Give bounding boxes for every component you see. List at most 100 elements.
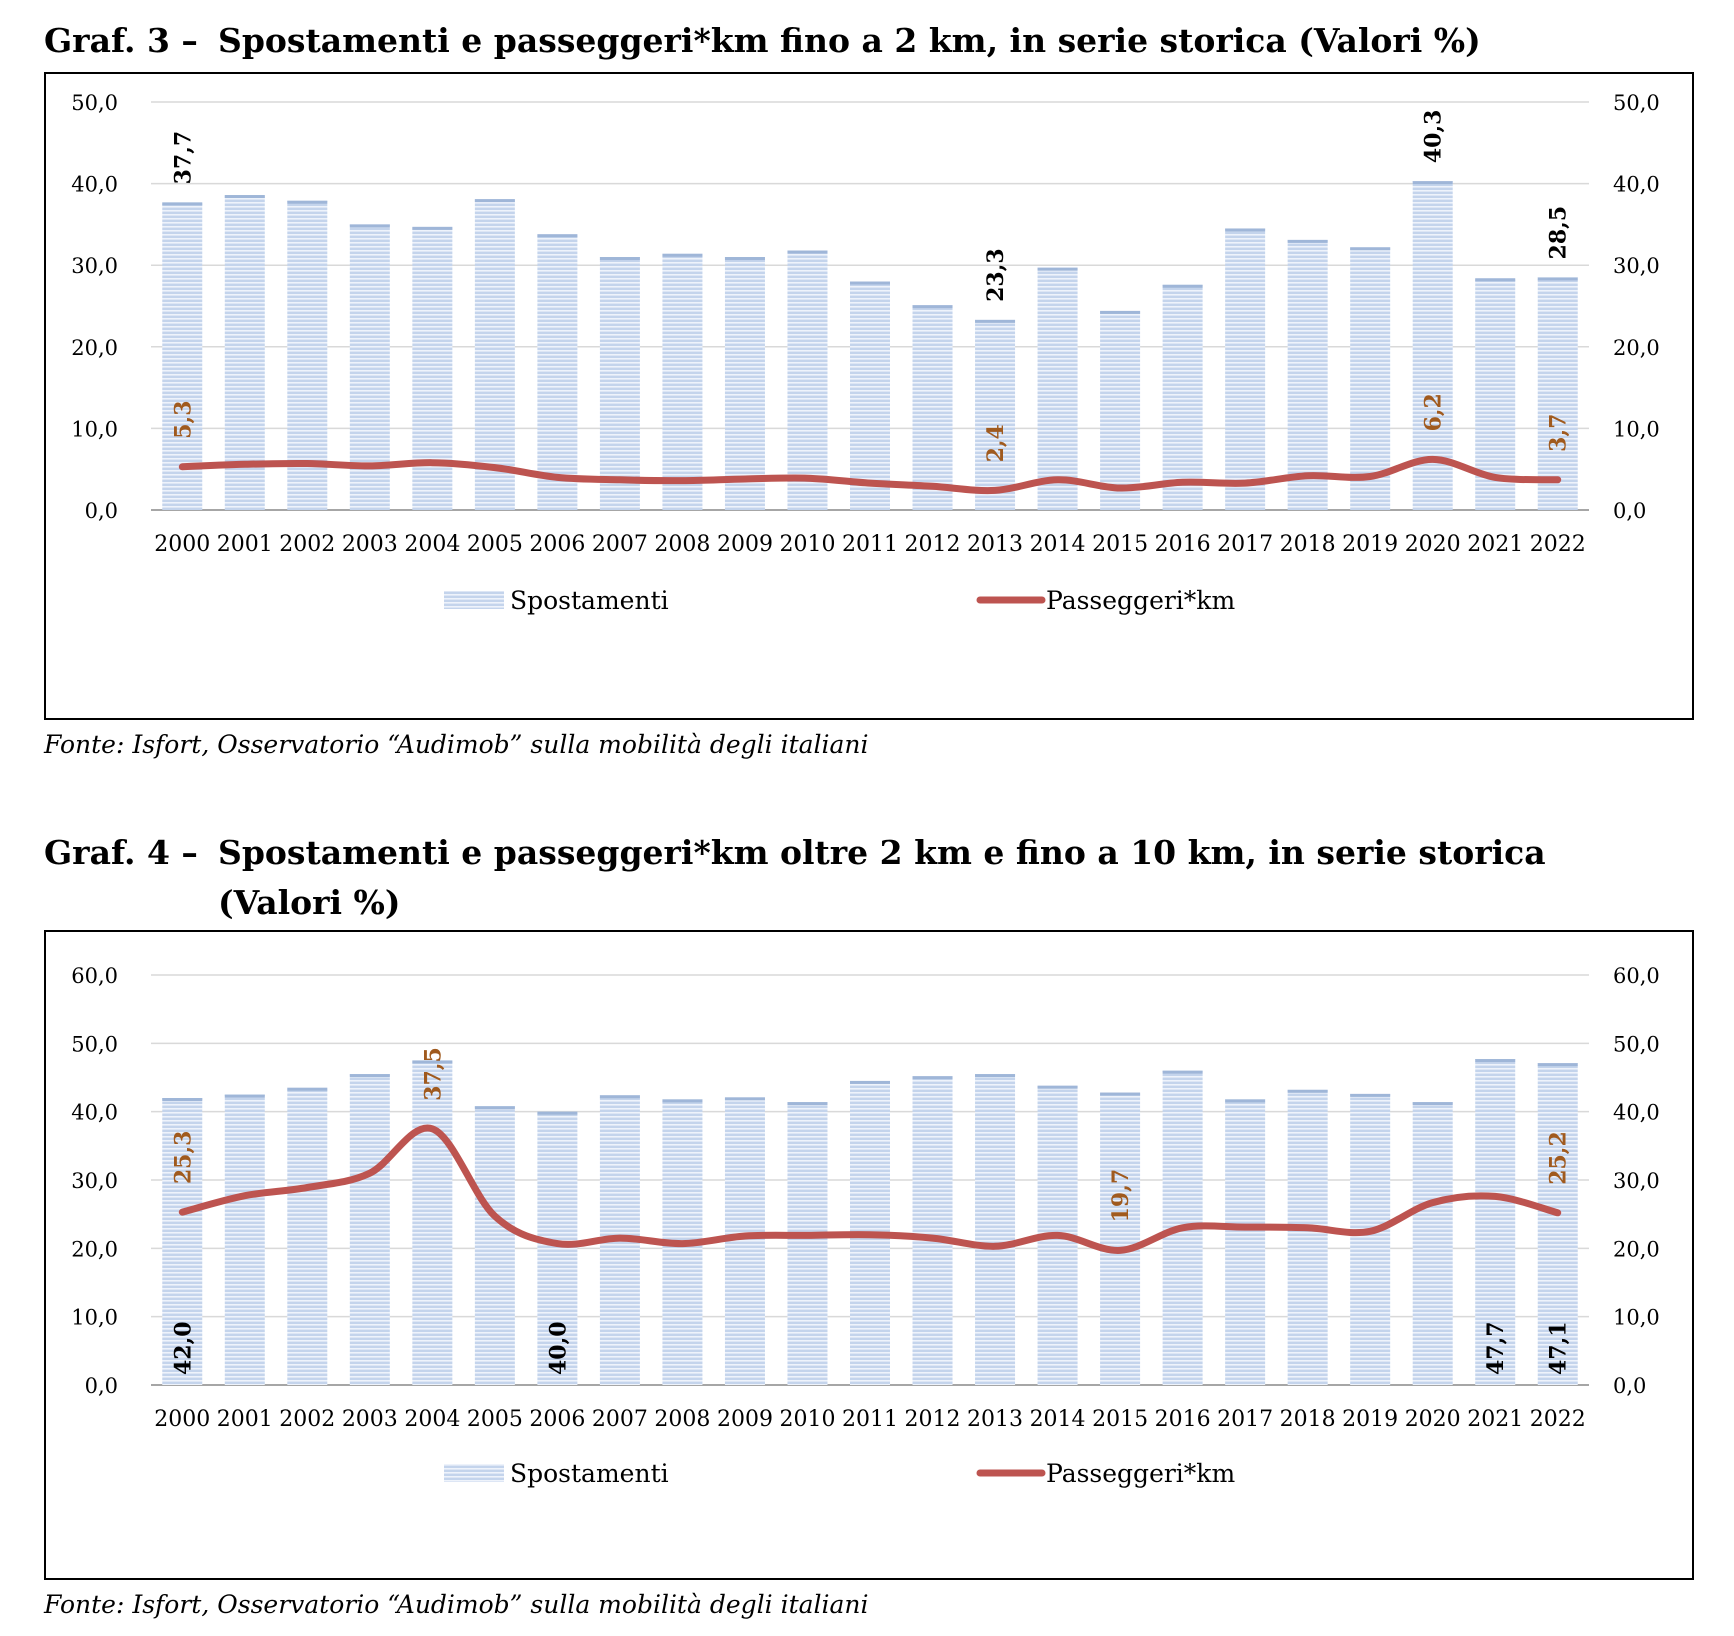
chart-frame-graf4: 0,0 0,0 10,0 10,0 20,0 20,0 30,0 30,0 40,0 40,0 50… — [44, 930, 1694, 1580]
line-data-label: 5,3 — [170, 400, 196, 438]
y-tick-label-right: 20,0 — [1613, 336, 1660, 360]
bar-top — [1412, 1102, 1453, 1106]
y-tick-label-left: 30,0 — [71, 254, 118, 278]
bar-top — [349, 224, 390, 228]
y-tick-label-left: 20,0 — [71, 336, 118, 360]
bar-top — [912, 1076, 953, 1080]
bar — [787, 1102, 828, 1385]
bar — [162, 1098, 203, 1385]
x-tick-label: 2011 — [842, 1407, 898, 1432]
x-tick-label: 2021 — [1467, 532, 1523, 557]
y-tick-label-right: 20,0 — [1613, 1237, 1660, 1261]
legend-label-spostamenti: Spostamenti — [510, 1459, 669, 1488]
bar — [1162, 284, 1203, 510]
bar-top — [1412, 181, 1453, 185]
x-tick-label: 2004 — [404, 532, 460, 557]
bar-top — [1287, 1089, 1328, 1093]
bar — [1100, 1092, 1141, 1385]
bar-top — [1162, 1070, 1203, 1074]
y-tick-label-right: 30,0 — [1613, 254, 1660, 278]
x-tick-label: 2018 — [1280, 532, 1336, 557]
line-data-label: 19,7 — [1108, 1169, 1134, 1223]
bar-top — [412, 1060, 453, 1064]
bar-data-label: 42,0 — [170, 1321, 196, 1375]
x-tick-label: 2017 — [1217, 1407, 1273, 1432]
y-tick-label-right: 50,0 — [1613, 1032, 1660, 1056]
bar — [287, 200, 328, 510]
x-tick-label: 2017 — [1217, 532, 1273, 557]
y-tick-label-left: 10,0 — [71, 417, 118, 441]
chart-title-text: Spostamenti e passeggeri*km fino a 2 km,… — [218, 21, 1481, 60]
bar — [662, 253, 703, 510]
legend-label-spostamenti: Spostamenti — [510, 586, 669, 615]
bar — [1225, 228, 1266, 511]
bar-top — [412, 226, 453, 230]
bar-top — [224, 1094, 265, 1098]
x-tick-label: 2008 — [654, 532, 710, 557]
bar — [1475, 1059, 1516, 1385]
bar — [975, 1074, 1016, 1385]
y-tick-label-left: 40,0 — [71, 173, 118, 197]
chart-frame-graf3: 0,0 0,0 10,0 10,0 20,0 20,0 30,0 30,0 40,0 40,0 50… — [44, 72, 1694, 720]
bar-data-label: 47,1 — [1546, 1321, 1572, 1375]
bar — [1225, 1099, 1266, 1385]
x-tick-label: 2011 — [842, 532, 898, 557]
x-tick-label: 2003 — [342, 532, 398, 557]
bar-data-label: 40,0 — [545, 1321, 571, 1375]
x-tick-label: 2022 — [1530, 1407, 1586, 1432]
x-tick-label: 2021 — [1467, 1407, 1523, 1432]
bar — [1412, 1102, 1453, 1385]
bar — [1412, 181, 1453, 510]
y-tick-label-right: 40,0 — [1613, 173, 1660, 197]
bar — [1537, 277, 1578, 510]
x-tick-label: 2015 — [1092, 1407, 1148, 1432]
bar-top — [537, 234, 578, 238]
y-tick-label-left: 0,0 — [85, 499, 118, 523]
bar — [162, 202, 203, 511]
bar — [724, 1097, 765, 1385]
y-tick-label-right: 30,0 — [1613, 1169, 1660, 1193]
bar — [1037, 267, 1078, 510]
bar-top — [1225, 228, 1266, 232]
x-tick-label: 2009 — [717, 532, 773, 557]
x-tick-label: 2013 — [967, 1407, 1023, 1432]
legend: Spostamenti Passeggeri*km — [444, 1459, 1235, 1488]
x-tick-label: 2003 — [342, 1407, 398, 1432]
bar-top — [912, 305, 953, 309]
bar-top — [724, 257, 765, 261]
bar — [724, 257, 765, 510]
bar-top — [975, 1074, 1016, 1078]
bar — [287, 1087, 328, 1385]
x-tick-label: 2002 — [279, 1407, 335, 1432]
chart-title-label: Graf. 4 – — [44, 833, 198, 872]
line-data-label: 25,3 — [170, 1131, 196, 1185]
y-tick-label-left: 50,0 — [71, 91, 118, 115]
bar-top — [287, 1087, 328, 1091]
bar — [412, 226, 453, 510]
x-tick-label: 2016 — [1155, 1407, 1211, 1432]
bar — [599, 257, 640, 510]
x-tick-label: 2014 — [1030, 1407, 1086, 1432]
y-tick-label-right: 10,0 — [1613, 1306, 1660, 1330]
line-data-label: 2,4 — [983, 424, 1009, 462]
bar-top — [787, 250, 828, 254]
x-tick-label: 2005 — [467, 532, 523, 557]
bar — [1287, 1089, 1328, 1385]
chart-title-label: Graf. 3 – — [44, 21, 198, 60]
x-tick-label: 2012 — [905, 532, 961, 557]
legend-swatch-spostamenti — [444, 591, 504, 609]
x-tick-label: 2006 — [529, 532, 585, 557]
x-tick-label: 2004 — [404, 1407, 460, 1432]
bar-data-label: 23,3 — [983, 248, 1009, 302]
bar-top — [287, 200, 328, 204]
bar-top — [662, 1099, 703, 1103]
x-tick-label: 2018 — [1280, 1407, 1336, 1432]
bar — [1537, 1063, 1578, 1385]
chart-graf3: 0,0 0,0 10,0 10,0 20,0 20,0 30,0 30,0 40,0 40,0 50… — [71, 91, 1660, 615]
bar — [412, 1060, 453, 1385]
x-tick-label: 2000 — [154, 532, 210, 557]
bar-top — [162, 202, 203, 206]
y-tick-label-left: 20,0 — [71, 1237, 118, 1261]
bar-top — [599, 1095, 640, 1099]
source-note-graf4: Fonte: Isfort, Osservatorio “Audimob” su… — [44, 1590, 869, 1619]
